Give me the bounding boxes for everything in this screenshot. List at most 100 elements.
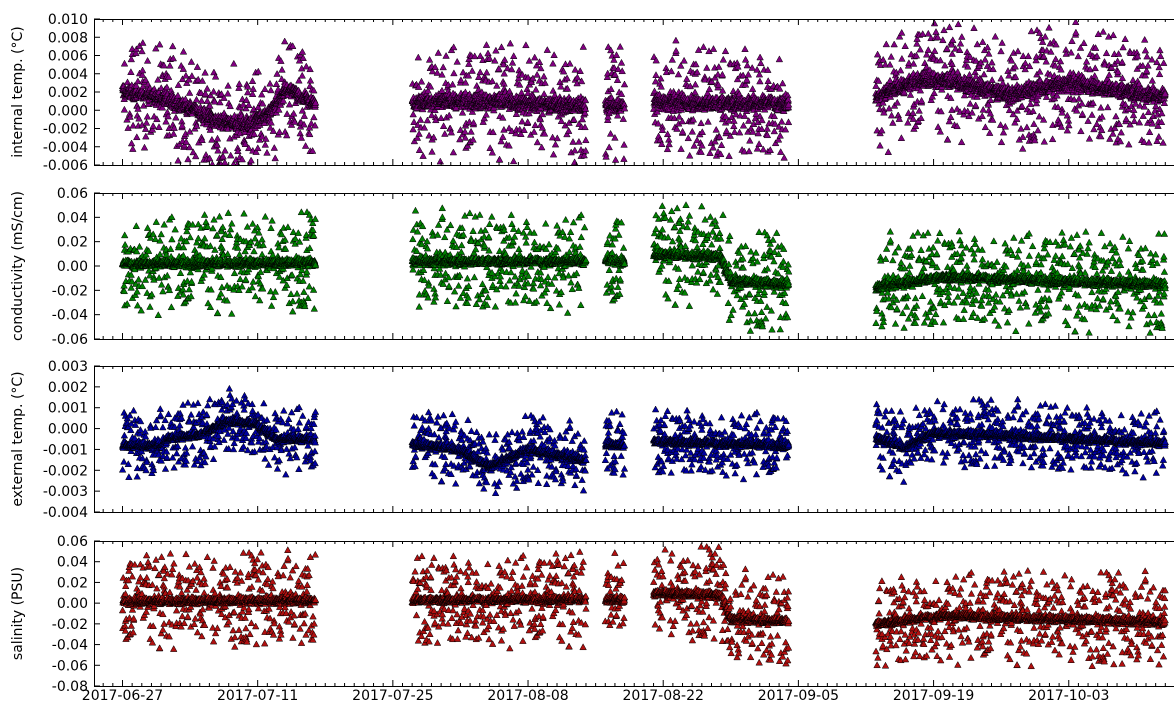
internal-point bbox=[954, 20, 963, 28]
internal-point bbox=[191, 152, 200, 160]
internal-point bbox=[224, 81, 232, 89]
internal-point bbox=[250, 130, 259, 137]
internal-point bbox=[906, 90, 915, 98]
internal-point bbox=[1148, 76, 1157, 84]
internal-point bbox=[904, 118, 912, 126]
internal-point bbox=[1017, 124, 1025, 132]
internal-point bbox=[949, 36, 957, 44]
internal-point bbox=[129, 145, 137, 152]
internal-point bbox=[283, 110, 291, 117]
internal-point bbox=[1090, 71, 1099, 79]
internal-point bbox=[998, 38, 1006, 46]
internal-point bbox=[209, 160, 215, 165]
internal-point bbox=[1143, 52, 1151, 60]
internal-point bbox=[958, 32, 966, 40]
internal-point bbox=[1077, 127, 1085, 135]
internal-point bbox=[741, 45, 749, 52]
internal-point bbox=[289, 109, 298, 117]
internal-point bbox=[243, 82, 252, 90]
internal-point bbox=[482, 110, 490, 118]
internal-point bbox=[999, 128, 1008, 136]
internal-point bbox=[174, 81, 183, 88]
internal-point bbox=[497, 43, 506, 51]
internal-point bbox=[915, 106, 923, 114]
internal-point bbox=[759, 145, 768, 153]
internal-point bbox=[163, 83, 171, 91]
internal-point bbox=[261, 85, 269, 92]
internal-point bbox=[143, 112, 152, 120]
internal-point bbox=[668, 55, 677, 63]
internal-point bbox=[205, 154, 214, 162]
internal-point bbox=[185, 88, 194, 96]
internal-point bbox=[1102, 49, 1111, 57]
internal-point bbox=[269, 127, 278, 134]
internal-point bbox=[691, 80, 700, 88]
internal-point bbox=[139, 38, 147, 46]
internal-point bbox=[258, 99, 267, 107]
internal-point bbox=[1122, 115, 1130, 122]
internal-point bbox=[277, 75, 286, 82]
internal-point bbox=[261, 140, 270, 148]
internal-point bbox=[549, 59, 557, 67]
internal-point bbox=[247, 156, 255, 164]
internal-point bbox=[917, 114, 925, 121]
internal-point bbox=[553, 134, 562, 142]
internal-point bbox=[271, 154, 279, 162]
internal-point bbox=[142, 118, 151, 126]
internal-point bbox=[616, 42, 624, 50]
internal-point bbox=[198, 76, 207, 84]
internal-point bbox=[185, 143, 194, 151]
internal-point bbox=[706, 149, 714, 156]
internal-point bbox=[775, 55, 784, 63]
internal-point bbox=[500, 55, 509, 63]
internal-point bbox=[169, 129, 178, 137]
internal-point bbox=[290, 117, 299, 125]
internal-point bbox=[878, 126, 886, 134]
panels: 0.0100.0080.0060.0040.0020.000-0.002-0.0… bbox=[10, 12, 1174, 695]
internal-point bbox=[1068, 37, 1076, 44]
internal-point bbox=[530, 127, 538, 135]
internal-point bbox=[898, 54, 906, 62]
internal-point bbox=[576, 67, 584, 74]
internal-point bbox=[164, 112, 172, 120]
internal-point bbox=[419, 152, 427, 159]
internal-point bbox=[417, 77, 426, 85]
internal-point bbox=[434, 48, 443, 56]
internal-point bbox=[266, 123, 275, 131]
internal-point bbox=[273, 69, 281, 77]
internal-point bbox=[721, 47, 730, 55]
internal-point bbox=[1144, 108, 1153, 116]
internal-point bbox=[439, 63, 447, 71]
internal-point bbox=[277, 57, 285, 64]
internal-point bbox=[272, 80, 281, 87]
internal-point bbox=[482, 41, 491, 48]
internal-point bbox=[757, 59, 765, 67]
internal-point bbox=[192, 121, 201, 129]
internal-point bbox=[184, 155, 192, 163]
internal-point bbox=[930, 19, 939, 27]
internal-point bbox=[495, 155, 504, 163]
internal-point bbox=[988, 76, 996, 83]
internal-point bbox=[943, 135, 952, 143]
internal-point bbox=[221, 158, 229, 165]
internal-point bbox=[763, 124, 771, 132]
internal-point bbox=[1082, 57, 1091, 65]
internal-point bbox=[571, 146, 579, 154]
internal-point bbox=[254, 103, 262, 111]
internal-point bbox=[453, 57, 461, 65]
internal-point bbox=[142, 132, 150, 140]
internal-point bbox=[611, 155, 620, 163]
internal-point bbox=[132, 45, 141, 53]
internal-point bbox=[234, 147, 242, 155]
internal-point bbox=[674, 70, 683, 78]
internal-point bbox=[1023, 123, 1031, 131]
internal-point bbox=[735, 128, 744, 136]
internal-point bbox=[690, 141, 698, 149]
internal-point bbox=[887, 111, 896, 119]
internal-point bbox=[123, 78, 132, 86]
internal-point bbox=[533, 70, 541, 78]
internal-point bbox=[889, 118, 897, 126]
internal-point bbox=[170, 124, 178, 131]
internal-point bbox=[213, 140, 221, 148]
internal-point bbox=[448, 80, 457, 88]
